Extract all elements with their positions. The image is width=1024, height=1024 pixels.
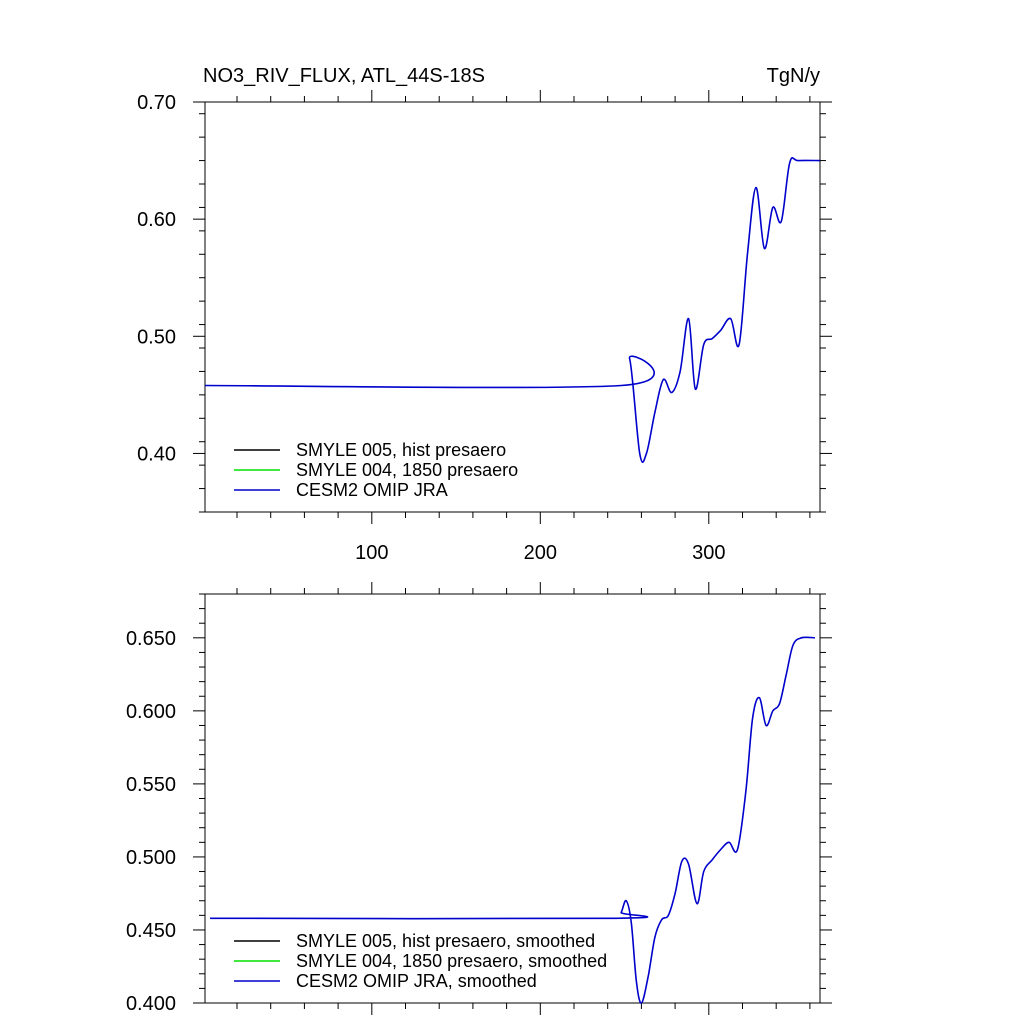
chart-title: NO3_RIV_FLUX, ATL_44S-18S: [203, 65, 485, 87]
legend-label: SMYLE 005, hist presaero, smoothed: [296, 931, 595, 951]
y-tick-label: 0.650: [126, 628, 176, 650]
legend-label: CESM2 OMIP JRA, smoothed: [296, 971, 537, 991]
x-tick-label: 100: [355, 542, 388, 564]
plot-frame: [204, 101, 821, 513]
legend-label: SMYLE 004, 1850 presaero: [296, 460, 518, 480]
y-tick-label: 0.600: [126, 701, 176, 723]
y-tick-label: 0.40: [137, 443, 176, 465]
y-tick-label: 0.60: [137, 209, 176, 231]
y-tick-label: 0.450: [126, 920, 176, 942]
x-tick-label: 300: [692, 542, 725, 564]
legend-label: SMYLE 004, 1850 presaero, smoothed: [296, 951, 607, 971]
y-tick-label: 0.550: [126, 774, 176, 796]
y-tick-label: 0.500: [126, 847, 176, 869]
y-tick-label: 0.50: [137, 326, 176, 348]
x-tick-label: 200: [524, 542, 557, 564]
top-panel: NO3_RIV_FLUX, ATL_44S-18S TgN/y 100 200 30…: [137, 65, 832, 564]
legend-label: SMYLE 005, hist presaero: [296, 440, 506, 460]
units-label: TgN/y: [767, 65, 820, 87]
y-tick-label: 0.400: [126, 993, 176, 1015]
series-line: [204, 157, 821, 463]
bottom-panel: 0.400 0.450 0.500 0.550 0.600 0.650 SMYLE 005,…: [126, 582, 832, 1015]
legend-label: CESM2 OMIP JRA: [296, 480, 448, 500]
y-tick-label: 0.70: [137, 92, 176, 114]
series-line: [210, 636, 815, 1004]
